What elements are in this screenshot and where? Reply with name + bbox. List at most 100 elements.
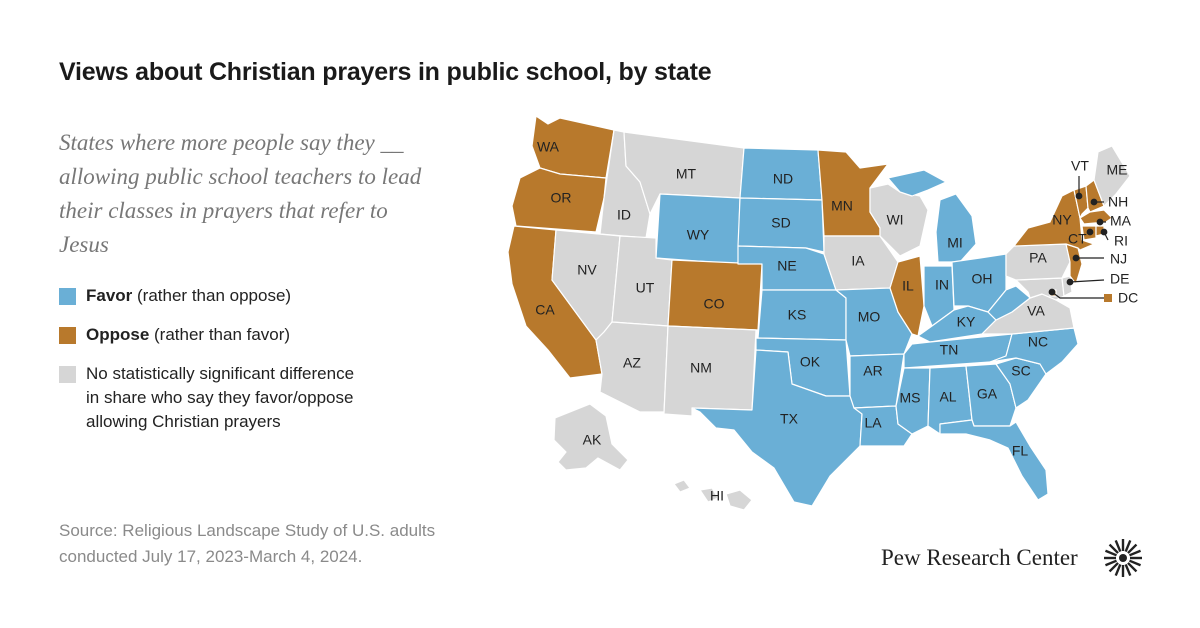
label-WI: WI bbox=[886, 212, 903, 228]
label-ND: ND bbox=[773, 171, 793, 187]
label-NV: NV bbox=[577, 262, 597, 278]
logo-ray bbox=[1129, 559, 1142, 567]
label-ID: ID bbox=[617, 207, 631, 223]
label-MN: MN bbox=[831, 198, 853, 214]
logo-ray bbox=[1104, 559, 1117, 567]
state-WV bbox=[987, 285, 1031, 321]
source-line1: Source: Religious Landscape Study of U.S… bbox=[59, 521, 436, 540]
callout-dot-CT bbox=[1086, 228, 1094, 236]
label-AZ: AZ bbox=[623, 355, 641, 371]
callout-swatch-DC bbox=[1104, 294, 1112, 302]
legend-swatch-favor bbox=[59, 288, 76, 305]
label-NY: NY bbox=[1052, 212, 1072, 228]
callout-label-NJ: NJ bbox=[1110, 251, 1127, 267]
state-MA bbox=[1079, 209, 1113, 225]
state-ME bbox=[1093, 145, 1131, 207]
label-VT: VT bbox=[1071, 158, 1089, 174]
state-NC bbox=[989, 327, 1079, 375]
pew-logo-icon bbox=[1104, 539, 1142, 577]
label-PA: PA bbox=[1029, 250, 1047, 266]
label-AK: AK bbox=[583, 432, 602, 448]
logo-ray bbox=[1108, 562, 1119, 573]
callout-label-MA: MA bbox=[1110, 213, 1132, 229]
legend-item-none: No statistically significant difference … bbox=[59, 362, 479, 434]
label-TX: TX bbox=[780, 411, 799, 427]
state-NH bbox=[1085, 179, 1105, 213]
legend: Favor (rather than oppose) Oppose (rathe… bbox=[59, 284, 479, 449]
callout-dot-DC bbox=[1048, 288, 1056, 296]
label-CA: CA bbox=[535, 302, 555, 318]
state-SD bbox=[737, 197, 825, 253]
logo-ray bbox=[1124, 564, 1132, 577]
legend-item-favor: Favor (rather than oppose) bbox=[59, 284, 479, 308]
source-note: Source: Religious Landscape Study of U.S… bbox=[59, 518, 539, 570]
callout-label-NH: NH bbox=[1108, 194, 1128, 210]
label-LA: LA bbox=[864, 415, 882, 431]
label-WY: WY bbox=[687, 227, 710, 243]
legend-item-oppose: Oppose (rather than favor) bbox=[59, 323, 479, 347]
label-VA: VA bbox=[1027, 303, 1045, 319]
callout-dot-VT bbox=[1075, 192, 1083, 200]
legend-swatch-none bbox=[59, 366, 76, 383]
label-OR: OR bbox=[551, 190, 572, 206]
logo-ray bbox=[1129, 549, 1142, 557]
callout-dot-NJ bbox=[1072, 254, 1080, 262]
callout-line-DE bbox=[1069, 279, 1105, 283]
logo-ray bbox=[1127, 562, 1138, 573]
label-NE: NE bbox=[777, 258, 796, 274]
label-OK: OK bbox=[800, 354, 821, 370]
label-UT: UT bbox=[636, 280, 655, 296]
logo-ray bbox=[1127, 543, 1138, 554]
state-WI bbox=[869, 183, 929, 257]
legend-none-line1: No statistically significant difference bbox=[86, 364, 355, 383]
state-AK bbox=[553, 403, 629, 471]
callout-dot-MA bbox=[1096, 218, 1104, 226]
callout-dot-DE bbox=[1066, 278, 1074, 286]
logo-ray bbox=[1124, 539, 1132, 552]
label-MT: MT bbox=[676, 166, 697, 182]
label-NC: NC bbox=[1028, 334, 1048, 350]
label-AL: AL bbox=[939, 389, 956, 405]
label-TN: TN bbox=[940, 342, 959, 358]
label-OH: OH bbox=[972, 271, 993, 287]
label-SC: SC bbox=[1011, 363, 1030, 379]
state-HI bbox=[673, 479, 753, 511]
logo-ray bbox=[1114, 564, 1122, 577]
state-FL bbox=[939, 419, 1049, 501]
chart-subtitle: States where more people say they __ all… bbox=[59, 130, 422, 257]
label-HI: HI bbox=[710, 488, 724, 504]
label-SD: SD bbox=[771, 215, 790, 231]
callout-label-DC: DC bbox=[1118, 290, 1138, 306]
logo-ray bbox=[1104, 549, 1117, 557]
label-KS: KS bbox=[788, 307, 807, 323]
label-FL: FL bbox=[1012, 443, 1029, 459]
callout-label-RI: RI bbox=[1114, 233, 1128, 249]
label-IN: IN bbox=[935, 277, 949, 293]
state-MI bbox=[887, 169, 977, 263]
brand-name: Pew Research Center bbox=[881, 545, 1078, 570]
legend-oppose-rest: (rather than favor) bbox=[149, 325, 291, 344]
chart-title: Views about Christian prayers in public … bbox=[59, 58, 712, 86]
state-TX bbox=[691, 349, 863, 507]
legend-favor-bold: Favor bbox=[86, 286, 133, 305]
label-GA: GA bbox=[977, 386, 998, 402]
callout-label-CT: CT bbox=[1068, 231, 1087, 247]
state-CO bbox=[667, 259, 763, 331]
callout-dot-NH bbox=[1090, 198, 1098, 206]
label-MI: MI bbox=[947, 235, 963, 251]
label-ME: ME bbox=[1107, 162, 1128, 178]
source-line2: conducted July 17, 2023-March 4, 2024. bbox=[59, 547, 363, 566]
label-AR: AR bbox=[863, 363, 882, 379]
state-NY bbox=[1013, 189, 1095, 251]
logo-ray bbox=[1108, 543, 1119, 554]
label-NM: NM bbox=[690, 360, 712, 376]
legend-none-line2: in share who say they favor/oppose bbox=[86, 388, 354, 407]
label-WA: WA bbox=[537, 139, 560, 155]
legend-oppose-bold: Oppose bbox=[86, 325, 150, 344]
callout-label-DE: DE bbox=[1110, 271, 1129, 287]
state-IL bbox=[889, 255, 925, 337]
legend-swatch-oppose bbox=[59, 327, 76, 344]
legend-none-line3: allowing Christian prayers bbox=[86, 412, 281, 431]
label-CO: CO bbox=[704, 296, 725, 312]
